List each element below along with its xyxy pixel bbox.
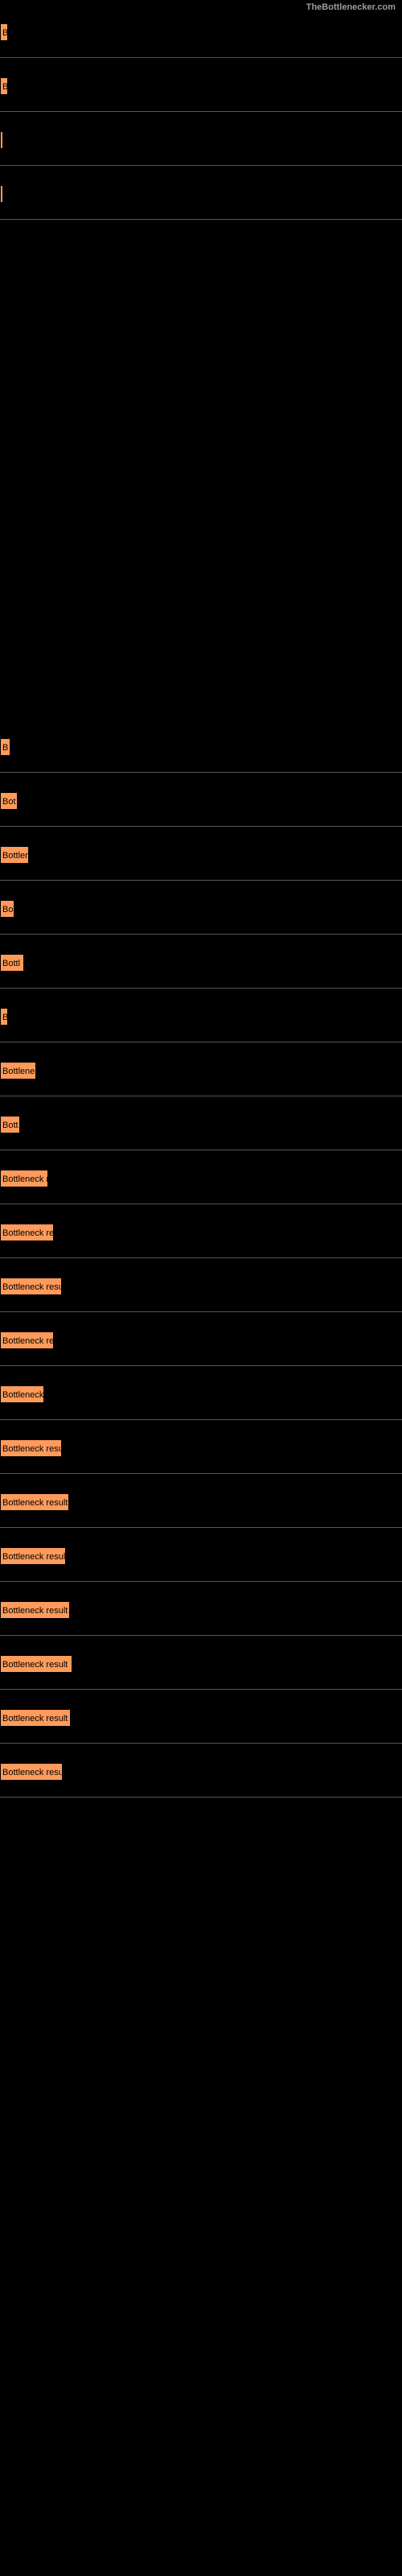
bar-row: Bottleneck result — [0, 1590, 402, 1630]
bar-row: B — [0, 997, 402, 1037]
bar: Bottleneck result — [0, 1493, 69, 1511]
bar: Bottlene — [0, 1062, 36, 1080]
bar: Bottlen — [0, 846, 29, 864]
axis-line — [0, 1311, 402, 1312]
bar-row: Bottleneck resu — [0, 1266, 402, 1307]
bar: B — [0, 77, 8, 95]
axis-line — [0, 57, 402, 58]
axis-line — [0, 988, 402, 989]
bar-row: Bo — [0, 889, 402, 929]
axis-line — [0, 165, 402, 166]
bar-row: Bottlene — [0, 1051, 402, 1091]
bar-row: Bott — [0, 1104, 402, 1145]
bar: Bottleneck result — [0, 1655, 72, 1673]
axis-line — [0, 1797, 402, 1798]
bar: B — [0, 1008, 8, 1026]
bar: Bottleneck re — [0, 1224, 54, 1241]
bar: B — [0, 23, 8, 41]
bar-row: Bottleneck r — [0, 1158, 402, 1199]
bar-row: Bottleneck resu — [0, 1752, 402, 1792]
axis-line — [0, 934, 402, 935]
axis-line — [0, 1365, 402, 1366]
bar: Bottleneck resu — [0, 1278, 62, 1295]
bar: Bottleneck resul — [0, 1547, 66, 1565]
axis-line — [0, 1419, 402, 1420]
bar-row: Bottleneck resul — [0, 1536, 402, 1576]
bar-row — [0, 174, 402, 214]
axis-line — [0, 826, 402, 827]
bar-chart: B B B Bot Bottlen Bo Bottl B Bottlene Bott Bottlen… — [0, 12, 402, 1798]
bar: Bottleneck r — [0, 1170, 48, 1187]
bar: Bottleneck — [0, 1385, 44, 1403]
bar: Bottleneck resu — [0, 1439, 62, 1457]
bar-row: B — [0, 12, 402, 52]
bar-row: B — [0, 727, 402, 767]
bar-row: Bottleneck result — [0, 1482, 402, 1522]
bar: Bottleneck result — [0, 1709, 71, 1727]
axis-line — [0, 1581, 402, 1582]
bar: Bot — [0, 792, 18, 810]
bar-row: Bottleneck resu — [0, 1428, 402, 1468]
axis-line — [0, 1689, 402, 1690]
bar-row: Bottlen — [0, 835, 402, 875]
axis-line — [0, 111, 402, 112]
site-title: TheBottlenecker.com — [0, 0, 402, 12]
bar-row: Bottleneck — [0, 1374, 402, 1414]
axis-line — [0, 880, 402, 881]
bar-row: Bottleneck re — [0, 1320, 402, 1360]
axis-line — [0, 219, 402, 220]
axis-line — [0, 1257, 402, 1258]
bar-row: Bottleneck result — [0, 1698, 402, 1738]
bar: Bottleneck resu — [0, 1763, 63, 1781]
axis-line — [0, 772, 402, 773]
axis-line — [0, 1743, 402, 1744]
bar: Bottleneck re — [0, 1331, 54, 1349]
bar-row: Bottleneck result — [0, 1644, 402, 1684]
bar — [0, 131, 3, 149]
chart-gap — [0, 228, 402, 727]
bar-row: Bot — [0, 781, 402, 821]
bar: Bo — [0, 900, 14, 918]
bar-row — [0, 120, 402, 160]
bar-row: Bottl — [0, 943, 402, 983]
bar: Bottleneck result — [0, 1601, 70, 1619]
bar: Bott — [0, 1116, 20, 1133]
axis-line — [0, 1635, 402, 1636]
axis-line — [0, 1203, 402, 1204]
bar — [0, 185, 3, 203]
axis-line — [0, 1527, 402, 1528]
bar-row: Bottleneck re — [0, 1212, 402, 1253]
axis-line — [0, 1473, 402, 1474]
bar: Bottl — [0, 954, 24, 972]
bar-row: B — [0, 66, 402, 106]
bar: B — [0, 738, 10, 756]
